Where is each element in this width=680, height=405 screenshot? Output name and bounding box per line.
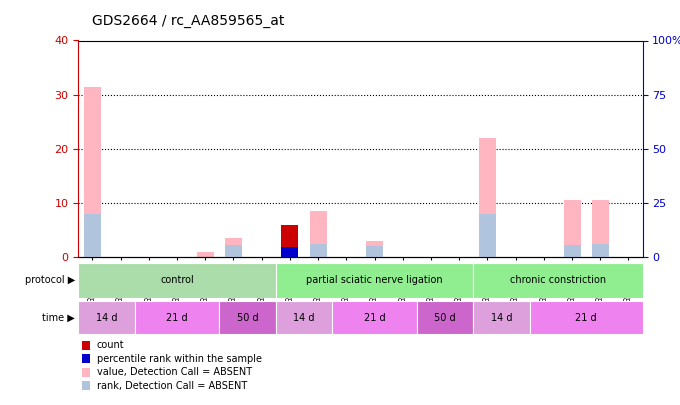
Bar — [592, 200, 609, 257]
Text: protocol ▶: protocol ▶ — [24, 275, 75, 286]
Text: 21 d: 21 d — [364, 313, 386, 322]
Bar — [592, 244, 609, 257]
Text: percentile rank within the sample: percentile rank within the sample — [97, 354, 262, 364]
Bar — [479, 214, 496, 257]
Bar — [473, 263, 643, 298]
Bar — [309, 244, 326, 257]
Bar — [417, 301, 473, 334]
Bar — [366, 241, 383, 257]
Bar — [564, 200, 581, 257]
Bar — [473, 301, 530, 334]
Text: 21 d: 21 d — [575, 313, 597, 322]
Bar — [84, 214, 101, 257]
Text: rank, Detection Call = ABSENT: rank, Detection Call = ABSENT — [97, 381, 247, 390]
Bar — [135, 301, 219, 334]
Bar — [78, 301, 135, 334]
Text: count: count — [97, 341, 124, 350]
Bar — [282, 225, 299, 257]
Bar — [219, 301, 276, 334]
Bar — [78, 263, 276, 298]
Text: time ▶: time ▶ — [42, 313, 75, 322]
Text: 14 d: 14 d — [491, 313, 512, 322]
Bar — [282, 247, 299, 257]
Bar — [225, 245, 242, 257]
Bar — [530, 301, 643, 334]
Text: partial sciatic nerve ligation: partial sciatic nerve ligation — [306, 275, 443, 286]
Text: 14 d: 14 d — [96, 313, 117, 322]
Text: value, Detection Call = ABSENT: value, Detection Call = ABSENT — [97, 367, 252, 377]
Text: GDS2664 / rc_AA859565_at: GDS2664 / rc_AA859565_at — [92, 14, 284, 28]
Text: 50 d: 50 d — [237, 313, 258, 322]
Bar — [197, 252, 214, 257]
Bar — [309, 211, 326, 257]
Text: control: control — [160, 275, 194, 286]
Text: 50 d: 50 d — [435, 313, 456, 322]
Bar — [479, 138, 496, 257]
Text: 21 d: 21 d — [166, 313, 188, 322]
Text: chronic constriction: chronic constriction — [510, 275, 606, 286]
Text: 14 d: 14 d — [293, 313, 315, 322]
Bar — [332, 301, 417, 334]
Bar — [276, 263, 473, 298]
Bar — [276, 301, 332, 334]
Bar — [225, 238, 242, 257]
Bar — [564, 245, 581, 257]
Bar — [84, 87, 101, 257]
Bar — [366, 246, 383, 257]
